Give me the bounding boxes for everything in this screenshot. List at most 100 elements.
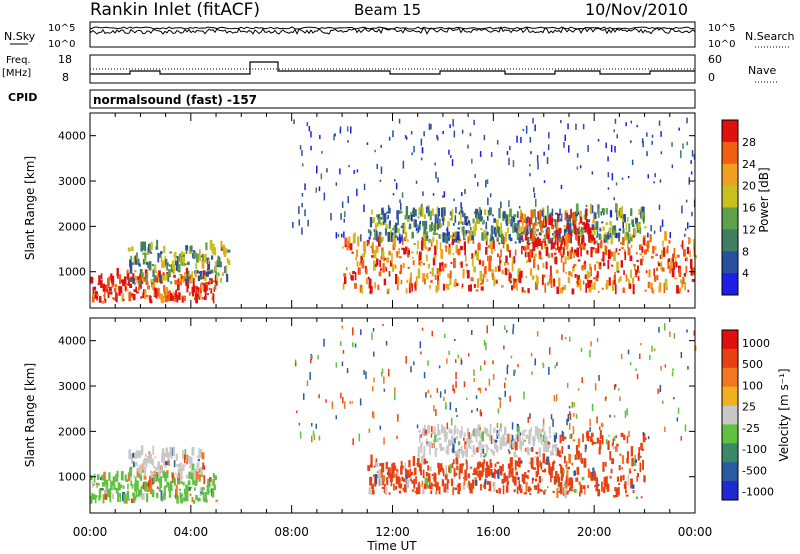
data-cell: [394, 392, 396, 401]
data-cell: [426, 477, 429, 488]
data-cell: [134, 476, 137, 484]
data-cell: [533, 231, 537, 234]
data-cell: [571, 462, 574, 466]
data-cell: [613, 251, 616, 261]
data-cell: [494, 468, 496, 479]
data-cell: [406, 279, 409, 283]
data-cell: [492, 273, 494, 281]
data-cell: [463, 212, 466, 219]
data-cell: [684, 424, 687, 432]
data-cell: [449, 402, 452, 410]
data-cell: [395, 486, 398, 490]
data-cell: [612, 280, 615, 290]
data-cell: [461, 221, 464, 225]
data-cell: [163, 285, 166, 292]
data-cell: [319, 134, 321, 140]
data-cell: [187, 281, 189, 289]
data-cell: [95, 482, 99, 486]
colorbar-swatch: [722, 330, 738, 350]
data-cell: [188, 291, 191, 296]
data-cell: [512, 256, 515, 264]
data-cell: [481, 431, 484, 442]
data-cell: [620, 260, 623, 268]
data-cell: [310, 145, 312, 151]
data-cell: [125, 289, 129, 292]
data-cell: [524, 246, 527, 252]
data-cell: [603, 213, 605, 216]
data-cell: [396, 251, 399, 258]
data-cell: [312, 430, 315, 436]
data-cell: [367, 242, 370, 245]
data-cell: [691, 211, 693, 217]
data-cell: [93, 294, 95, 299]
data-cell: [170, 281, 173, 285]
data-cell: [548, 214, 551, 225]
data-cell: [509, 237, 513, 242]
data-cell: [118, 493, 121, 497]
data-cell: [576, 466, 580, 475]
data-cell: [539, 460, 541, 468]
data-cell: [550, 472, 552, 483]
data-cell: [670, 257, 673, 269]
data-cell: [433, 405, 435, 412]
data-cell: [606, 483, 610, 492]
data-cell: [633, 459, 637, 466]
data-cell: [371, 332, 373, 340]
velocity-data-cells: [90, 323, 697, 504]
data-cell: [438, 365, 441, 369]
data-cell: [361, 259, 365, 269]
data-cell: [549, 275, 553, 284]
data-cell: [188, 274, 190, 277]
data-cell: [381, 368, 384, 374]
data-cell: [404, 135, 407, 139]
data-cell: [561, 446, 564, 454]
data-cell: [390, 261, 393, 267]
data-cell: [226, 273, 229, 282]
data-cell: [558, 227, 562, 234]
data-cell: [567, 490, 570, 493]
data-cell: [435, 448, 438, 450]
data-cell: [538, 476, 542, 483]
data-cell: [401, 476, 404, 482]
data-cell: [385, 461, 388, 470]
data-cell: [228, 260, 231, 265]
data-cell: [379, 463, 383, 467]
data-cell: [448, 243, 451, 248]
data-cell: [527, 452, 530, 456]
data-cell: [579, 165, 582, 169]
data-cell: [356, 169, 359, 173]
data-cell: [101, 300, 104, 304]
data-cell: [298, 206, 300, 214]
data-cell: [376, 471, 380, 474]
data-cell: [430, 441, 432, 449]
data-cell: [583, 224, 586, 230]
data-cell: [626, 231, 629, 238]
data-cell: [642, 459, 644, 470]
data-cell: [483, 339, 486, 346]
data-cell: [473, 448, 476, 451]
data-cell: [438, 437, 442, 441]
data-cell: [465, 230, 468, 234]
data-cell: [589, 436, 592, 439]
data-cell: [522, 128, 525, 131]
data-cell: [360, 329, 362, 336]
data-cell: [661, 267, 665, 272]
data-cell: [613, 197, 615, 201]
data-cell: [303, 393, 305, 400]
data-cell: [204, 253, 207, 261]
data-cell: [388, 207, 391, 214]
data-cell: [548, 253, 550, 257]
data-cell: [190, 486, 193, 489]
data-cell: [521, 245, 523, 255]
data-cell: [520, 232, 523, 235]
data-cell: [125, 499, 128, 504]
data-cell: [431, 330, 433, 337]
data-cell: [662, 400, 664, 404]
data-cell: [439, 242, 442, 251]
data-cell: [141, 495, 144, 500]
data-cell: [618, 388, 620, 391]
data-cell: [499, 400, 501, 409]
data-cell: [182, 255, 185, 257]
data-cell: [444, 334, 446, 338]
